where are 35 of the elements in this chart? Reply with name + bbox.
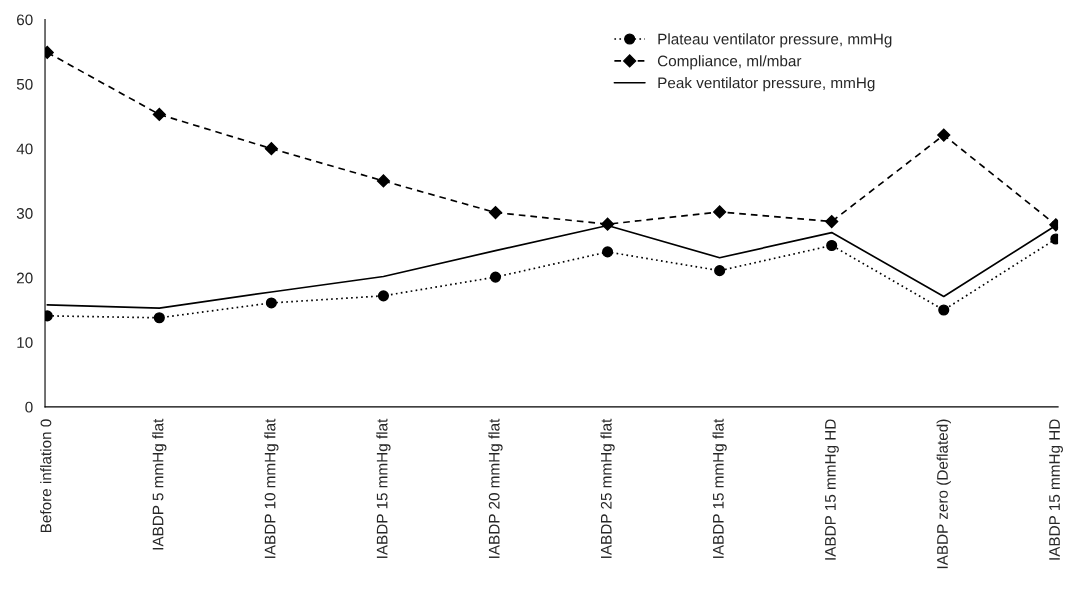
point [377, 290, 390, 302]
x-tick-label: IABDP 5 mmHg flat [152, 418, 167, 550]
y-tick-label: 40 [16, 143, 33, 155]
x-tick-label: IABDP zero (Deflated) [936, 419, 951, 569]
point [153, 312, 165, 324]
point [826, 239, 838, 252]
x-tick-label: IABDP 20 mmHg flat [488, 418, 503, 558]
x-tick-label: IABDP 25 mmHg flat [600, 418, 615, 558]
point [602, 246, 614, 258]
point [264, 142, 278, 156]
point [488, 205, 503, 220]
y-tick-label: 60 [17, 14, 33, 26]
point [825, 214, 839, 229]
point [152, 107, 166, 122]
y-tick-label: 20 [17, 272, 33, 284]
point [489, 271, 502, 283]
point [713, 205, 727, 219]
x-tick-label: IABDP 10 mmHg flat [264, 418, 279, 558]
x-tick-label: IABDP 15 mmHg flat [712, 418, 727, 558]
point [265, 297, 277, 309]
point [938, 304, 950, 316]
x-tick-label: IABDP 15 mmHg HD [825, 419, 839, 560]
x-tick-label: IABDP 15 mmHg HD [1049, 419, 1063, 560]
point [714, 265, 726, 277]
y-tick-label: 50 [16, 78, 33, 90]
legend-label: Plateau ventilator pressure, mmHg [658, 33, 892, 48]
point [937, 128, 951, 142]
legend-label: Compliance, ml/mbar [657, 55, 802, 70]
x-tick-label: Before inflation 0 [40, 419, 52, 533]
point [376, 174, 391, 188]
y-tick-label: 30 [16, 208, 33, 219]
y-tick-label: 0 [25, 401, 33, 413]
y-tick-label: 10 [17, 337, 33, 348]
x-tick-label: IABDP 15 mmHg flat [376, 418, 391, 558]
legend-label: Peak ventilator pressure, mmHg [658, 77, 875, 92]
